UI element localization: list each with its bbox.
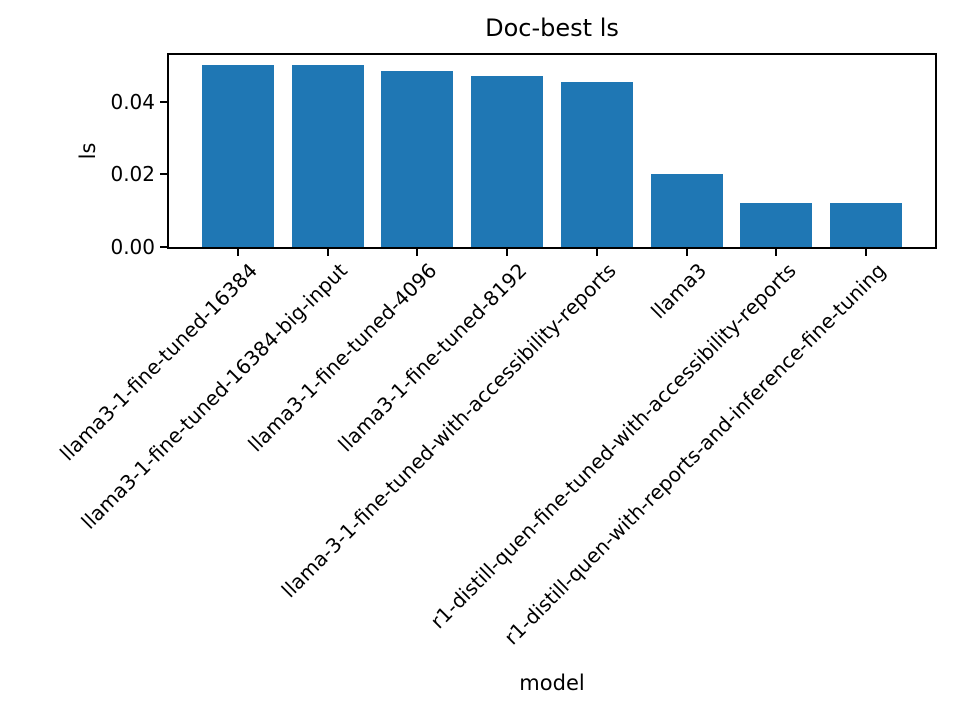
x-tick-label: llama3 <box>645 258 711 324</box>
x-tick-label: llama3-1-fine-tuned-8192 <box>333 258 532 457</box>
y-axis-tick <box>160 173 167 176</box>
x-tick-label: llama3-1-fine-tuned-4096 <box>243 258 442 457</box>
bar-r1-distill-quen-with-reports-and-inference-fine-tuning <box>830 203 903 247</box>
x-axis-tick <box>865 249 868 256</box>
y-tick-label: 0.04 <box>110 89 155 114</box>
bar-llama3-1-fine-tuned-16384-big-input <box>291 65 364 247</box>
bar-llama3-1-fine-tuned-8192 <box>471 76 544 247</box>
bar-llama-3-1-fine-tuned-with-accessibility-reports <box>560 81 633 247</box>
plot-area: 0.00 0.02 0.04 llama3-1-fine-tuned-16384… <box>55 53 937 649</box>
y-axis-tick <box>160 100 167 103</box>
x-axis-tick <box>236 249 239 256</box>
bar-slot: llama3-1-fine-tuned-4096 <box>244 55 463 456</box>
bar-slot: llama3-1-fine-tuned-8192 <box>333 55 552 456</box>
bar-slot: r1-distill-quen-fine-tuned-with-accessib… <box>426 55 822 633</box>
x-axis-tick <box>416 249 419 256</box>
x-axis-tick <box>685 249 688 256</box>
x-axis-tick <box>595 249 598 256</box>
x-axis-label: model <box>519 671 585 695</box>
y-axis-label: ls <box>76 142 100 160</box>
x-axis-tick <box>506 249 509 256</box>
bar-slot: r1-distill-quen-with-reports-and-inferen… <box>499 55 911 649</box>
bar-slot: llama3-1-fine-tuned-16384 <box>55 55 283 465</box>
chart-title: Doc-best ls <box>485 14 619 42</box>
bar-slot: llama-3-1-fine-tuned-with-accessibility-… <box>277 55 642 602</box>
bar-r1-distill-quen-fine-tuned-with-accessibility-reports <box>740 203 813 247</box>
bar-llama3-1-fine-tuned-16384 <box>201 65 274 247</box>
y-axis-tick <box>160 246 167 248</box>
x-tick-label: llama-3-1-fine-tuned-with-accessibility-… <box>277 258 622 603</box>
bars-row: llama3-1-fine-tuned-16384 llama3-1-fine-… <box>55 55 935 649</box>
y-tick-label: 0.02 <box>110 162 155 187</box>
x-axis-tick <box>775 249 778 256</box>
bar-slot: llama3 <box>642 55 732 323</box>
x-axis-tick <box>326 249 329 256</box>
bar-slot: llama3-1-fine-tuned-16384-big-input <box>76 55 373 534</box>
bar-llama3 <box>650 174 723 247</box>
y-tick-label: 0.00 <box>110 235 155 259</box>
bar-llama3-1-fine-tuned-4096 <box>381 70 454 247</box>
